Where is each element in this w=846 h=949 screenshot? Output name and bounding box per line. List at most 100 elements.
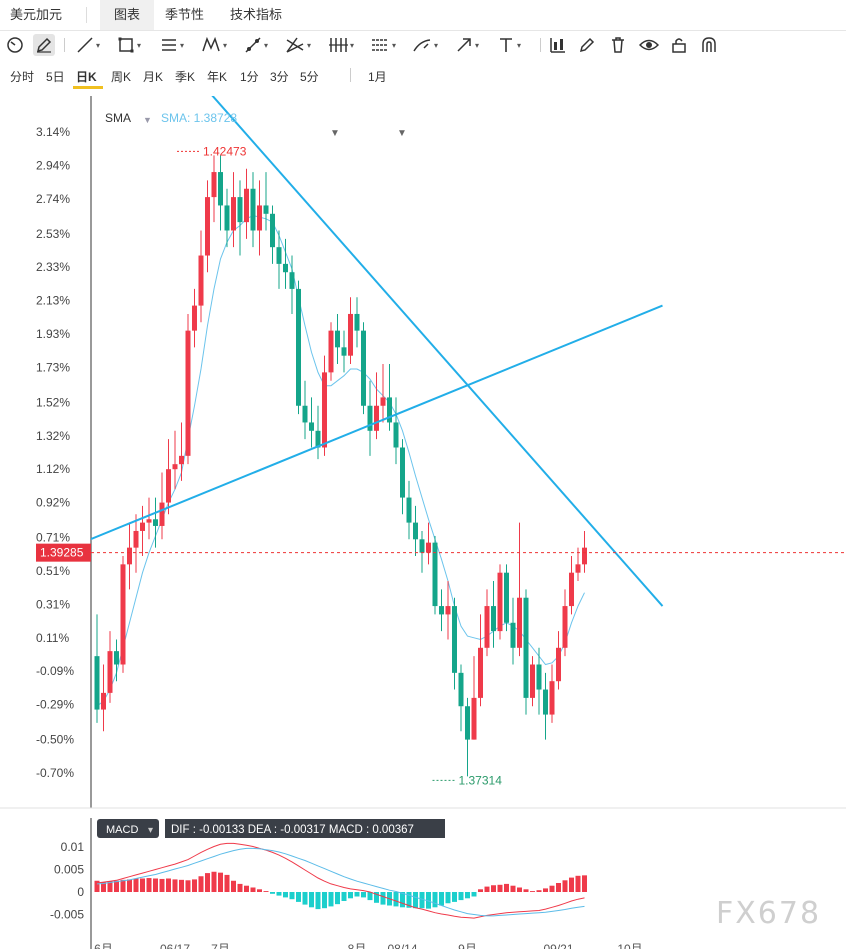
candle-body: [335, 330, 340, 348]
macd-histogram-bar: [478, 889, 483, 892]
parallel-lines-icon[interactable]: ▾: [160, 34, 184, 56]
candle: [582, 530, 587, 573]
candle-bars-icon[interactable]: ▾: [328, 34, 354, 56]
price-chart[interactable]: 3.14% 2.94% 2.74% 2.53% 2.33% 2.13% 1.93% 1.73%…: [0, 96, 846, 949]
arrow-tool-icon[interactable]: ▾: [455, 34, 479, 56]
candle: [536, 647, 542, 715]
tab-symbol[interactable]: 美元加元: [10, 7, 63, 22]
rectangle-tool-icon[interactable]: ▾: [117, 34, 141, 56]
macd-histogram-bar: [361, 892, 366, 898]
tab-seasonality[interactable]: 季节性: [165, 7, 205, 22]
period-1min[interactable]: 1分: [240, 70, 259, 84]
brush-tool-icon[interactable]: ▾: [412, 34, 438, 56]
y-tick-label: 0.31%: [36, 597, 70, 611]
period-intraday[interactable]: 分时: [10, 70, 35, 84]
fibonacci-tool-icon[interactable]: ▾: [244, 34, 268, 56]
candle: [543, 672, 548, 740]
candle-body: [120, 564, 126, 665]
macd-legend-text: DIF : -0.00133 DEA : -0.00317 MACD : 0.0…: [171, 824, 414, 836]
candle-body: [276, 247, 282, 264]
period-monthly[interactable]: 月K: [143, 70, 164, 84]
candle: [133, 514, 139, 573]
y-tick-label: -0.09%: [36, 664, 74, 678]
macd-histogram-bar: [549, 885, 555, 892]
candle-body: [179, 455, 184, 465]
candle-body: [296, 288, 301, 406]
candle-body: [491, 606, 496, 632]
range-selector[interactable]: 1月: [368, 70, 387, 84]
period-yearly[interactable]: 年K: [207, 70, 228, 84]
candle-body: [413, 522, 418, 540]
toolbar-separator: [64, 38, 65, 52]
period-quarterly[interactable]: 季K: [175, 70, 196, 84]
tab-technical-indicators[interactable]: 技术指标: [230, 7, 283, 22]
candle: [348, 297, 353, 365]
period-daily[interactable]: 日K: [76, 70, 97, 84]
y-tick-label: 1.32%: [36, 429, 70, 443]
macd-histogram-bar: [562, 880, 568, 892]
period-3min[interactable]: 3分: [270, 70, 289, 84]
candle-body: [153, 519, 158, 526]
candle-body: [114, 651, 119, 665]
pattern-tool-icon[interactable]: ▾: [201, 34, 227, 56]
period-more-chevron-icon[interactable]: ▼: [330, 128, 340, 139]
candle-body: [471, 697, 477, 740]
candle-body: [159, 502, 165, 526]
gauge-icon[interactable]: [6, 34, 24, 56]
eye-icon[interactable]: [639, 34, 659, 56]
candle: [127, 522, 132, 590]
macd-histogram-bar: [166, 878, 171, 892]
candle-body: [250, 188, 256, 231]
trash-icon[interactable]: [609, 34, 627, 56]
tab-chart[interactable]: 图表: [100, 0, 155, 30]
candle: [244, 168, 249, 239]
range-chevron-icon[interactable]: ▼: [397, 128, 407, 139]
macd-histogram-bar: [276, 892, 282, 896]
macd-histogram-bar: [582, 875, 587, 892]
candle: [413, 505, 418, 556]
candle-body: [582, 547, 587, 565]
macd-histogram-bar: [341, 892, 347, 901]
candle-body: [315, 430, 321, 448]
candle: [250, 172, 256, 248]
pencil-icon[interactable]: [33, 34, 55, 56]
x-tick-label: 08/14: [387, 942, 417, 949]
macd-histogram-bar: [432, 892, 438, 908]
macd-histogram-bar: [185, 880, 191, 892]
macd-histogram-bar: [569, 877, 574, 892]
macd-histogram-bar: [536, 890, 542, 892]
candle-body: [361, 330, 366, 406]
edit-icon[interactable]: [578, 34, 596, 56]
macd-histogram-bar: [302, 892, 308, 905]
macd-histogram-bar: [153, 878, 158, 892]
chart-type-icon[interactable]: [549, 34, 567, 56]
macd-histogram-bar: [218, 872, 223, 892]
candle: [458, 664, 464, 732]
candle-body: [328, 330, 334, 373]
period-5day[interactable]: 5日: [46, 70, 65, 84]
macd-histogram-bar: [575, 875, 581, 892]
sma-indicator-value: SMA: 1.38728: [161, 111, 237, 125]
measure-tool-icon[interactable]: ▾: [370, 34, 396, 56]
y-tick-label: 2.94%: [36, 158, 70, 172]
current-price-tag: [36, 543, 91, 562]
sma-line: [96, 214, 585, 707]
gann-tool-icon[interactable]: ▾: [285, 34, 311, 56]
macd-histogram-bar: [530, 891, 535, 892]
trendline-tool-icon[interactable]: ▾: [76, 34, 100, 56]
period-5min[interactable]: 5分: [300, 70, 319, 84]
y-tick-label: 2.74%: [36, 192, 70, 206]
text-tool-icon[interactable]: ▾: [497, 34, 521, 56]
candle-body: [458, 672, 464, 707]
candle: [309, 397, 314, 448]
drawing-toolbar: ▾ ▾ ▾ ▾ ▾ ▾ ▾ ▾ ▾ ▾ ▾: [0, 30, 846, 60]
candle-body: [419, 539, 425, 553]
candle: [94, 614, 100, 723]
lock-icon[interactable]: [670, 34, 688, 56]
candle: [231, 172, 236, 248]
period-weekly[interactable]: 周K: [111, 70, 132, 84]
candle-body: [452, 606, 457, 673]
candle-body: [140, 522, 145, 531]
candle-body: [348, 313, 353, 356]
magnet-icon[interactable]: [700, 34, 718, 56]
